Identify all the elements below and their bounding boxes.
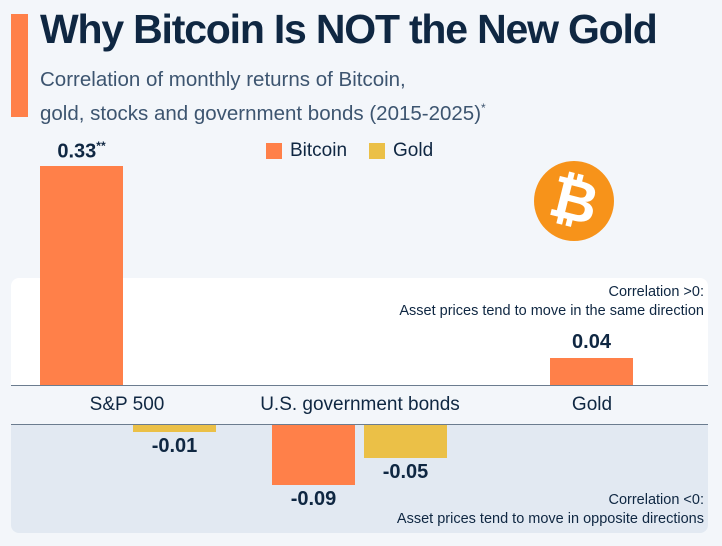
subtitle-line-2: gold, stocks and government bonds (2015-… xyxy=(40,101,482,125)
value-label-bitcoin-gold: 0.04 xyxy=(572,331,611,354)
negative-correlation-zone xyxy=(11,424,708,533)
bitcoin-logo-icon: ₿ xyxy=(534,161,614,241)
bar-gold-sp500 xyxy=(133,425,216,432)
title-accent-bar xyxy=(11,14,28,117)
bar-gold-government-bonds xyxy=(364,425,447,459)
legend-item-gold: Gold xyxy=(369,140,433,162)
category-label-gold: Gold xyxy=(571,394,613,415)
legend-swatch-bitcoin xyxy=(266,143,282,159)
value-label-bitcoin-government-bonds: -0.09 xyxy=(290,487,337,510)
legend-label-gold: Gold xyxy=(393,140,434,161)
chart-title: Why Bitcoin Is NOT the New Gold xyxy=(40,6,658,52)
negative-correlation-note: Correlation <0: Asset prices tend to mov… xyxy=(397,491,704,529)
positive-correlation-note: Correlation >0: Asset prices tend to mov… xyxy=(399,283,704,321)
bitcoin-glyph: ₿ xyxy=(543,163,605,238)
legend-label-bitcoin: Bitcoin xyxy=(290,140,348,161)
legend-item-bitcoin: Bitcoin xyxy=(266,140,347,162)
subtitle-line-1: Correlation of monthly returns of Bitcoi… xyxy=(40,68,406,91)
value-label-gold-government-bonds: -0.05 xyxy=(382,461,429,484)
bar-bitcoin-gold xyxy=(550,358,633,385)
value-label-bitcoin-sp500: 0.33** xyxy=(57,138,106,163)
category-label-government-bonds: U.S. government bonds xyxy=(260,394,460,415)
subtitle-footnote-mark: * xyxy=(481,101,486,115)
bar-bitcoin-government-bonds xyxy=(272,425,355,485)
negative-note-line-2: Asset prices tend to move in opposite di… xyxy=(396,511,704,527)
chart-subtitle: Correlation of monthly returns of Bitcoi… xyxy=(40,66,680,128)
legend: Bitcoin Gold xyxy=(266,140,455,162)
negative-note-line-1: Correlation <0: xyxy=(608,492,704,508)
category-label-sp500: S&P 500 xyxy=(89,394,165,415)
value-label-gold-sp500: -0.01 xyxy=(151,434,198,457)
legend-swatch-gold xyxy=(369,143,386,159)
positive-note-line-2: Asset prices tend to move in the same di… xyxy=(399,303,704,319)
positive-baseline xyxy=(11,385,708,386)
positive-note-line-1: Correlation >0: xyxy=(608,284,704,300)
bar-bitcoin-sp500 xyxy=(40,165,123,385)
negative-baseline xyxy=(11,424,708,425)
